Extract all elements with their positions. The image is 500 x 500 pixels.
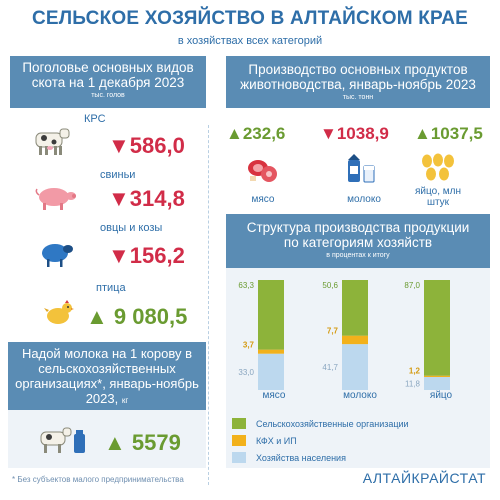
milk-icon [345,152,379,191]
production-unit: тыс. тонн [342,94,374,101]
footnote: * Без субъектов малого предпринимательст… [12,475,184,484]
structure-title: Структура производства продукции по кате… [246,220,470,250]
livestock-value-cattle: ▼586,0 [108,133,185,158]
structure-chart: 33,0 3,7 63,3 41,7 7,7 50,6 11,8 1,2 87,0 [238,280,450,390]
chicken-icon [44,300,74,333]
bar-farms-0 [258,349,284,354]
bar-farms-1 [342,335,368,345]
bar-households-2 [424,377,450,390]
up-triangle-icon: ▲ [86,304,108,329]
legend-label-farms: КФХ и ИП [256,436,297,446]
bar-label-households-1: 41,7 [322,363,338,372]
legend-label-households: Хозяйства населения [256,453,346,463]
milk-yield-value: ▲ 5579 [104,430,181,455]
eggs-icon [418,152,458,189]
livestock-unit: тыс. голов [91,92,125,99]
bar-households-1 [342,344,368,390]
milk-yield-title: Надой молока на 1 корову в сельскохозяйс… [15,346,199,406]
down-triangle-icon: ▼ [320,124,337,143]
livestock-value-sheep-goats: ▼156,2 [108,243,185,268]
chart-bars [258,280,450,390]
bar-label-organizations-1: 50,6 [322,281,338,290]
livestock-label-pigs: свиньи [100,169,136,181]
legend-swatch-households [232,452,246,463]
column-divider [208,125,209,485]
category-label-eggs: яйцо [429,390,453,401]
production-title: Производство основных продуктов животнов… [240,62,476,92]
legend-swatch-organizations [232,418,246,429]
structure-unit: в процентах к итогу [326,252,390,259]
cow-icon [30,125,72,164]
chart-bar-labels: 33,0 3,7 63,3 41,7 7,7 50,6 11,8 1,2 87,0 [238,281,420,389]
livestock-label-sheep-goats: овцы и козы [100,222,163,234]
bar-organizations-2 [424,280,450,376]
down-triangle-icon: ▼ [108,133,130,158]
bar-label-households-0: 33,0 [238,368,254,377]
page-subtitle: в хозяйствах всех категорий [177,35,323,47]
category-label-meat: мясо [262,390,286,401]
production-label-meat: мясо [251,194,275,205]
bar-label-organizations-2: 87,0 [404,281,420,290]
livestock-value-poultry: ▲ 9 080,5 [86,304,188,329]
livestock-title: Поголовье основных видов скота на 1 дека… [22,60,194,90]
up-triangle-icon: ▲ [104,430,126,455]
page-title: СЕЛЬСКОЕ ХОЗЯЙСТВО В АЛТАЙСКОМ КРАЕ [31,8,469,29]
legend-label-organizations: Сельскохозяйственные организации [256,419,409,429]
milk-yield-header: Надой молока на 1 корову в сельскохозяйс… [8,342,206,410]
meat-icon [246,154,280,191]
bar-label-organizations-0: 63,3 [238,281,254,290]
brand-logo-text: АЛТАЙКРАЙСТАТ [362,470,486,486]
structure-header: Структура производства продукции по кате… [226,214,490,268]
livestock-value-pigs: ▼314,8 [108,186,185,211]
down-triangle-icon: ▼ [108,186,130,211]
bar-label-households-2: 11,8 [405,380,421,389]
livestock-label-poultry: птица [96,282,126,294]
bar-organizations-0 [258,280,284,350]
production-label-milk: молоко [347,194,381,205]
bar-label-farms-2: 1,2 [409,367,421,376]
bar-label-farms-0: 3,7 [243,341,255,350]
production-value-meat: ▲232,6 [226,124,286,143]
bar-organizations-1 [342,280,368,336]
sheep-icon [38,240,74,275]
category-label-milk: молоко [343,390,377,401]
legend-swatch-farms [232,435,246,446]
bar-households-0 [258,353,284,390]
down-triangle-icon: ▼ [108,243,130,268]
up-triangle-icon: ▲ [414,124,431,143]
production-value-eggs: ▲1037,5 [414,124,483,143]
pig-icon [34,184,78,217]
livestock-label-cattle: КРС [84,113,106,125]
livestock-header: Поголовье основных видов скота на 1 дека… [10,56,206,108]
production-value-milk: ▼1038,9 [320,124,389,143]
up-triangle-icon: ▲ [226,124,243,143]
production-label-eggs: яйцо, млн штук [415,186,461,208]
bar-label-farms-1: 7,7 [327,327,339,336]
bar-farms-2 [424,375,450,378]
cow-milk-can-icon [38,424,88,463]
production-header: Производство основных продуктов животнов… [226,56,490,108]
